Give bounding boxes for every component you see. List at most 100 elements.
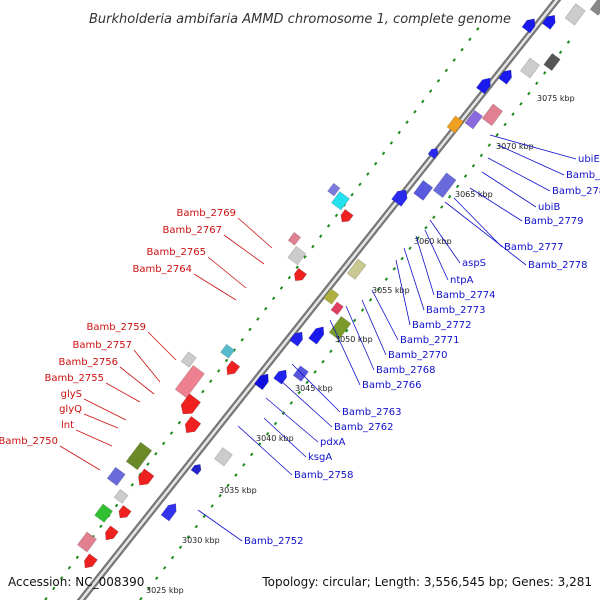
forward-feature-9 [323, 288, 340, 305]
forward-leader-line [361, 299, 387, 356]
forward-feature-10 [330, 301, 344, 316]
forward-feature-13 [413, 180, 434, 201]
kbp-label: 3060 kbp [414, 237, 452, 246]
forward-leader-line [415, 235, 435, 296]
kbp-label: 3050 kbp [335, 335, 373, 344]
forward-gene-label: Bamb_2762 [334, 422, 394, 433]
forward-leader-line [279, 379, 333, 428]
reverse-gene-label: glyS [61, 389, 82, 400]
reverse-gene-label: Bamb_2750 [0, 436, 58, 447]
forward-gene-label: Bamb_2766 [362, 380, 422, 391]
forward-gene-label: Bamb_2774 [436, 290, 496, 301]
forward-feature-12 [391, 189, 408, 207]
forward-feature-8 [328, 316, 352, 340]
forward-leader-line [265, 397, 319, 443]
reverse-leader-line [237, 217, 273, 249]
kbp-label: 3025 kbp [146, 586, 184, 595]
reverse-feature-5 [113, 489, 129, 504]
forward-leader-line [197, 509, 243, 542]
forward-gene-label: ksgA [308, 452, 332, 463]
reverse-leader-line [223, 234, 265, 265]
forward-leader-line [453, 197, 503, 248]
reverse-feature-2 [105, 525, 119, 541]
reverse-leader-line [207, 256, 247, 289]
forward-feature-7 [308, 326, 325, 345]
forward-gene-label: ubiE [578, 154, 600, 165]
forward-gene-label: Bamb_2781 [552, 186, 600, 197]
reverse-feature-8 [125, 441, 153, 471]
reverse-feature-18 [340, 209, 354, 223]
reverse-feature-3 [94, 503, 113, 523]
forward-leader-line [345, 305, 375, 371]
forward-feature-4 [273, 369, 287, 385]
kbp-label: 3055 kbp [372, 286, 410, 295]
forward-strand-features [160, 0, 600, 522]
map-title: Burkholderia ambifaria AMMD chromosome 1… [89, 12, 511, 27]
kbp-scale-labels: 3025 kbp 3030 kbp 3035 kbp 3040 kbp 3045 kbp… [146, 94, 575, 595]
reverse-feature-10 [180, 393, 201, 415]
forward-feature-5 [292, 365, 309, 382]
reverse-feature-17 [287, 232, 301, 246]
forward-gene-label: Bamb_2777 [504, 242, 564, 253]
kbp-label: 3040 kbp [256, 434, 294, 443]
reverse-gene-label: lnt [61, 420, 74, 431]
reverse-feature-6 [106, 466, 126, 486]
forward-gene-label: ntpA [450, 275, 474, 286]
forward-leader-line [444, 201, 527, 266]
forward-leader-line [263, 417, 307, 458]
forward-feature-3 [254, 373, 269, 391]
reverse-feature-0 [84, 553, 98, 569]
forward-feature-1 [190, 464, 202, 476]
reverse-leader-line [83, 413, 119, 429]
reverse-feature-15 [294, 267, 307, 282]
forward-leader-line [487, 157, 551, 192]
reverse-gene-label: Bamb_2764 [132, 264, 192, 275]
forward-feature-22 [543, 53, 561, 71]
reverse-gene-label: Bamb_2756 [58, 357, 118, 368]
reverse-leader-line [59, 445, 101, 471]
reverse-gene-label: Bamb_2759 [86, 322, 146, 333]
reverse-leader-line [147, 331, 177, 361]
genome-summary: Topology: circular; Length: 3,556,545 bp… [261, 575, 592, 589]
forward-leader-line [429, 219, 461, 264]
forward-gene-label: Bamb_2778 [528, 260, 588, 271]
forward-leader-line [291, 363, 341, 413]
forward-gene-label: Bamb_2752 [244, 536, 304, 547]
forward-leader-line [395, 259, 411, 326]
forward-feature-23 [521, 18, 536, 34]
forward-gene-label: Bamb_2782 [566, 170, 600, 181]
reverse-leader-line [119, 366, 155, 395]
forward-feature-18 [481, 103, 503, 126]
reverse-feature-7 [138, 468, 155, 486]
forward-gene-label: Bamb_2779 [524, 216, 584, 227]
forward-feature-16 [446, 115, 464, 134]
forward-leader-line [469, 187, 523, 222]
reverse-feature-12 [180, 351, 197, 368]
forward-gene-labels: ubiE Bamb_2782 Bamb_2781 ubiB Bamb_2779 Bamb_… [197, 134, 600, 547]
forward-feature-24 [541, 14, 556, 30]
chromosome-backbone [76, 0, 562, 600]
forward-gene-label: Bamb_2763 [342, 407, 402, 418]
forward-feature-25 [564, 3, 586, 26]
forward-gene-label: aspS [462, 258, 486, 269]
reverse-feature-13 [226, 360, 241, 376]
reverse-gene-label: Bamb_2757 [72, 340, 132, 351]
reverse-gene-label: Bamb_2755 [44, 373, 104, 384]
kbp-label: 3075 kbp [537, 94, 575, 103]
reverse-feature-16 [287, 246, 307, 266]
forward-leader-line [237, 425, 293, 476]
forward-gene-label: Bamb_2772 [412, 320, 472, 331]
forward-gene-label: ubiB [538, 202, 560, 213]
kbp-label: 3065 kbp [455, 190, 493, 199]
reverse-gene-label: glyQ [59, 404, 82, 415]
kbp-label: 3035 kbp [219, 486, 257, 495]
forward-feature-0 [160, 503, 177, 522]
reverse-gene-label: Bamb_2765 [146, 247, 206, 258]
kbp-label: 3045 kbp [295, 384, 333, 393]
forward-leader-line [481, 171, 537, 208]
forward-leader-line [403, 247, 425, 311]
reverse-feature-11 [174, 365, 205, 399]
reverse-feature-1 [77, 531, 97, 553]
